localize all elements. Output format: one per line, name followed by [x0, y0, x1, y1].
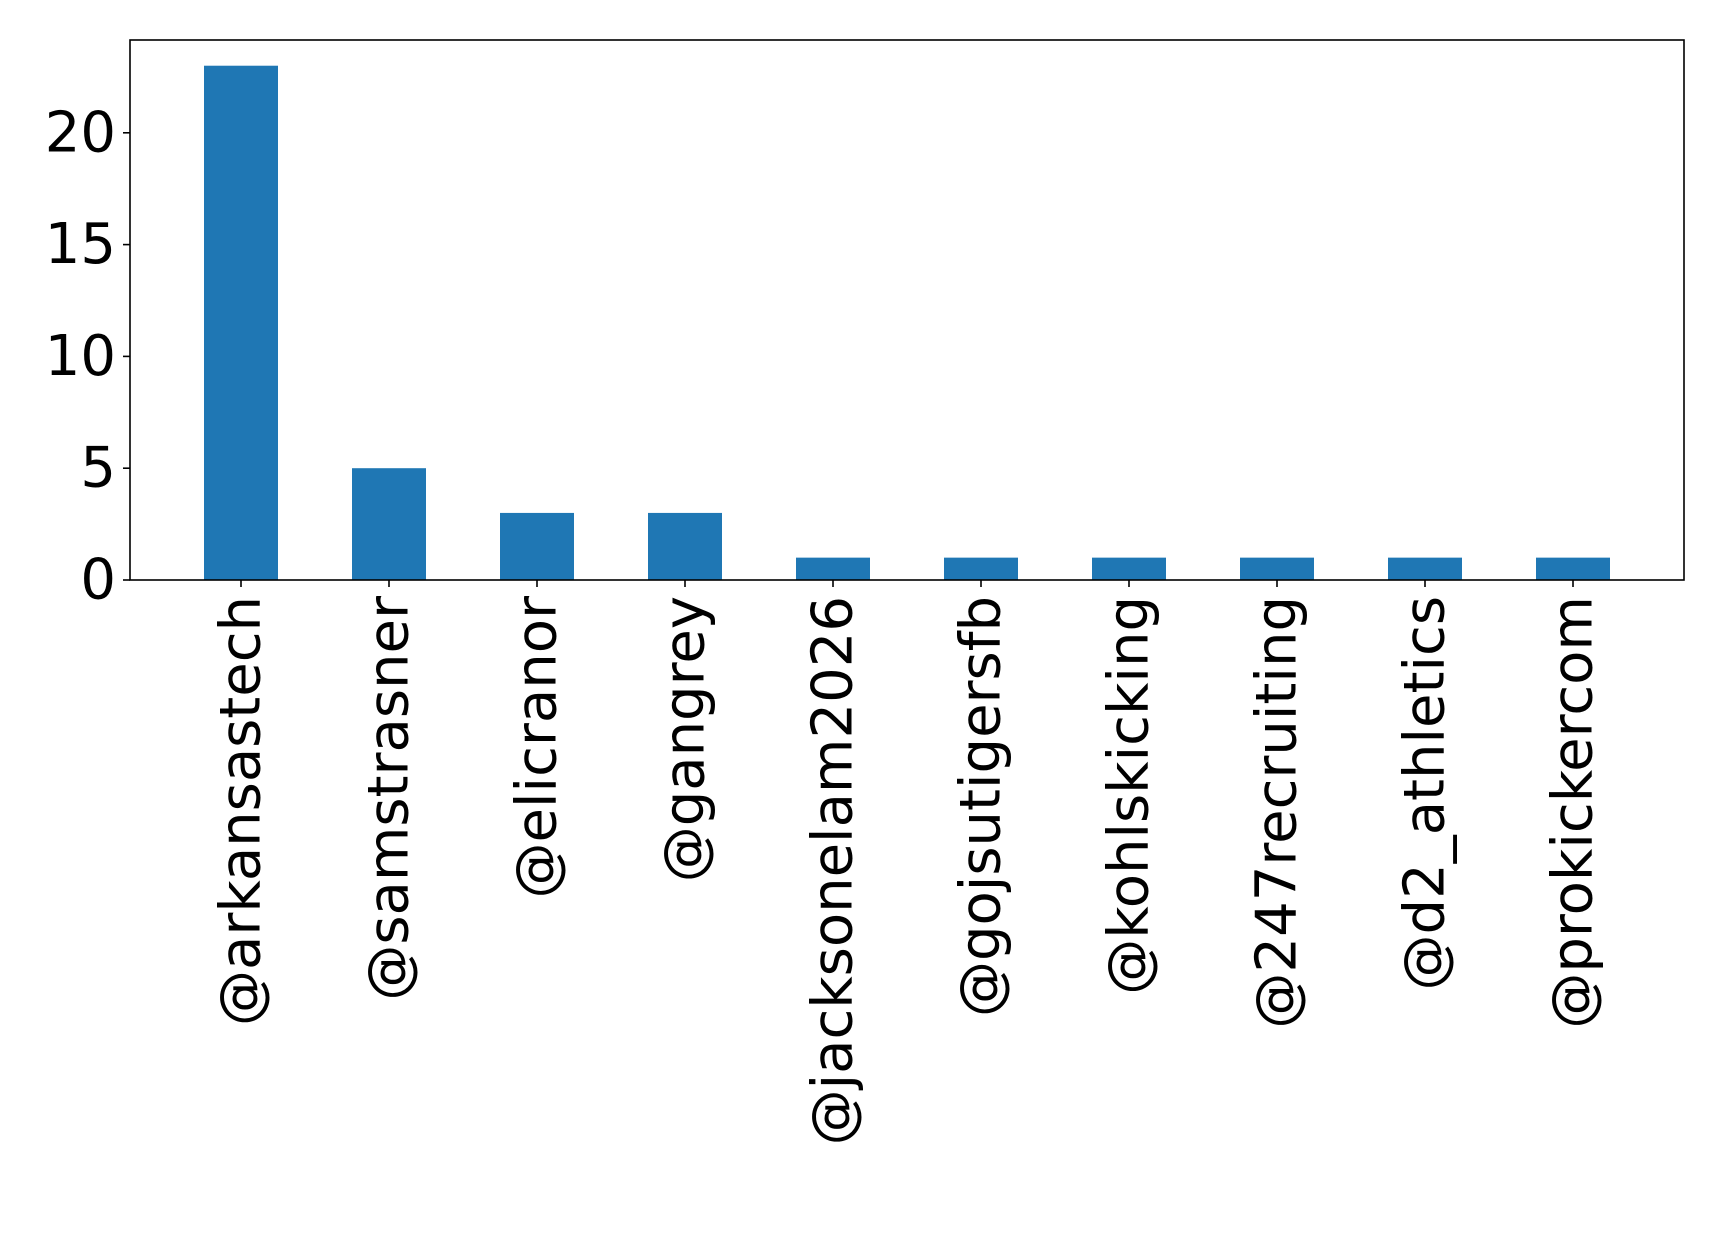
bar-elicranor [500, 512, 574, 580]
bars-layer [204, 65, 1610, 580]
x-tick-label: @prokickercom [1541, 596, 1606, 1029]
x-tick-label: @samstrasner [357, 595, 422, 1001]
x-tick-label: @gojsutigersfb [949, 596, 1014, 1017]
plot-area-frame [129, 39, 1685, 581]
x-tick-label: @elicranor [505, 595, 570, 898]
bar-247recruiting [1240, 557, 1314, 580]
bar-gangrey [648, 512, 722, 580]
x-tick-label: @gangrey [653, 596, 718, 882]
y-tick-label: 10 [45, 324, 116, 389]
x-tick-label: @d2_athletics [1393, 596, 1458, 990]
x-tick-label: @247recruiting [1245, 596, 1310, 1029]
bar-prokickercom [1536, 557, 1610, 580]
y-tick-label: 0 [80, 548, 116, 613]
bar-samstrasner [352, 468, 426, 580]
y-tick-label: 5 [80, 436, 116, 501]
bar-kohlskicking [1092, 557, 1166, 580]
y-tick-label: 20 [45, 100, 116, 165]
y-axis: 0 5 10 15 20 [45, 100, 130, 613]
bar-d2athletics [1388, 557, 1462, 580]
x-axis: @arkansastech @samstrasner @elicranor @gang… [209, 580, 1606, 1145]
bar-gojsutigersfb [944, 557, 1018, 580]
bar-jacksonelam2026 [796, 557, 870, 580]
x-tick-label: @arkansastech [209, 596, 274, 1026]
y-tick-label: 15 [45, 212, 116, 277]
x-tick-label: @kohlskicking [1097, 596, 1162, 995]
x-tick-label: @jacksonelam2026 [801, 596, 866, 1145]
bar-arkansastech [204, 65, 278, 580]
